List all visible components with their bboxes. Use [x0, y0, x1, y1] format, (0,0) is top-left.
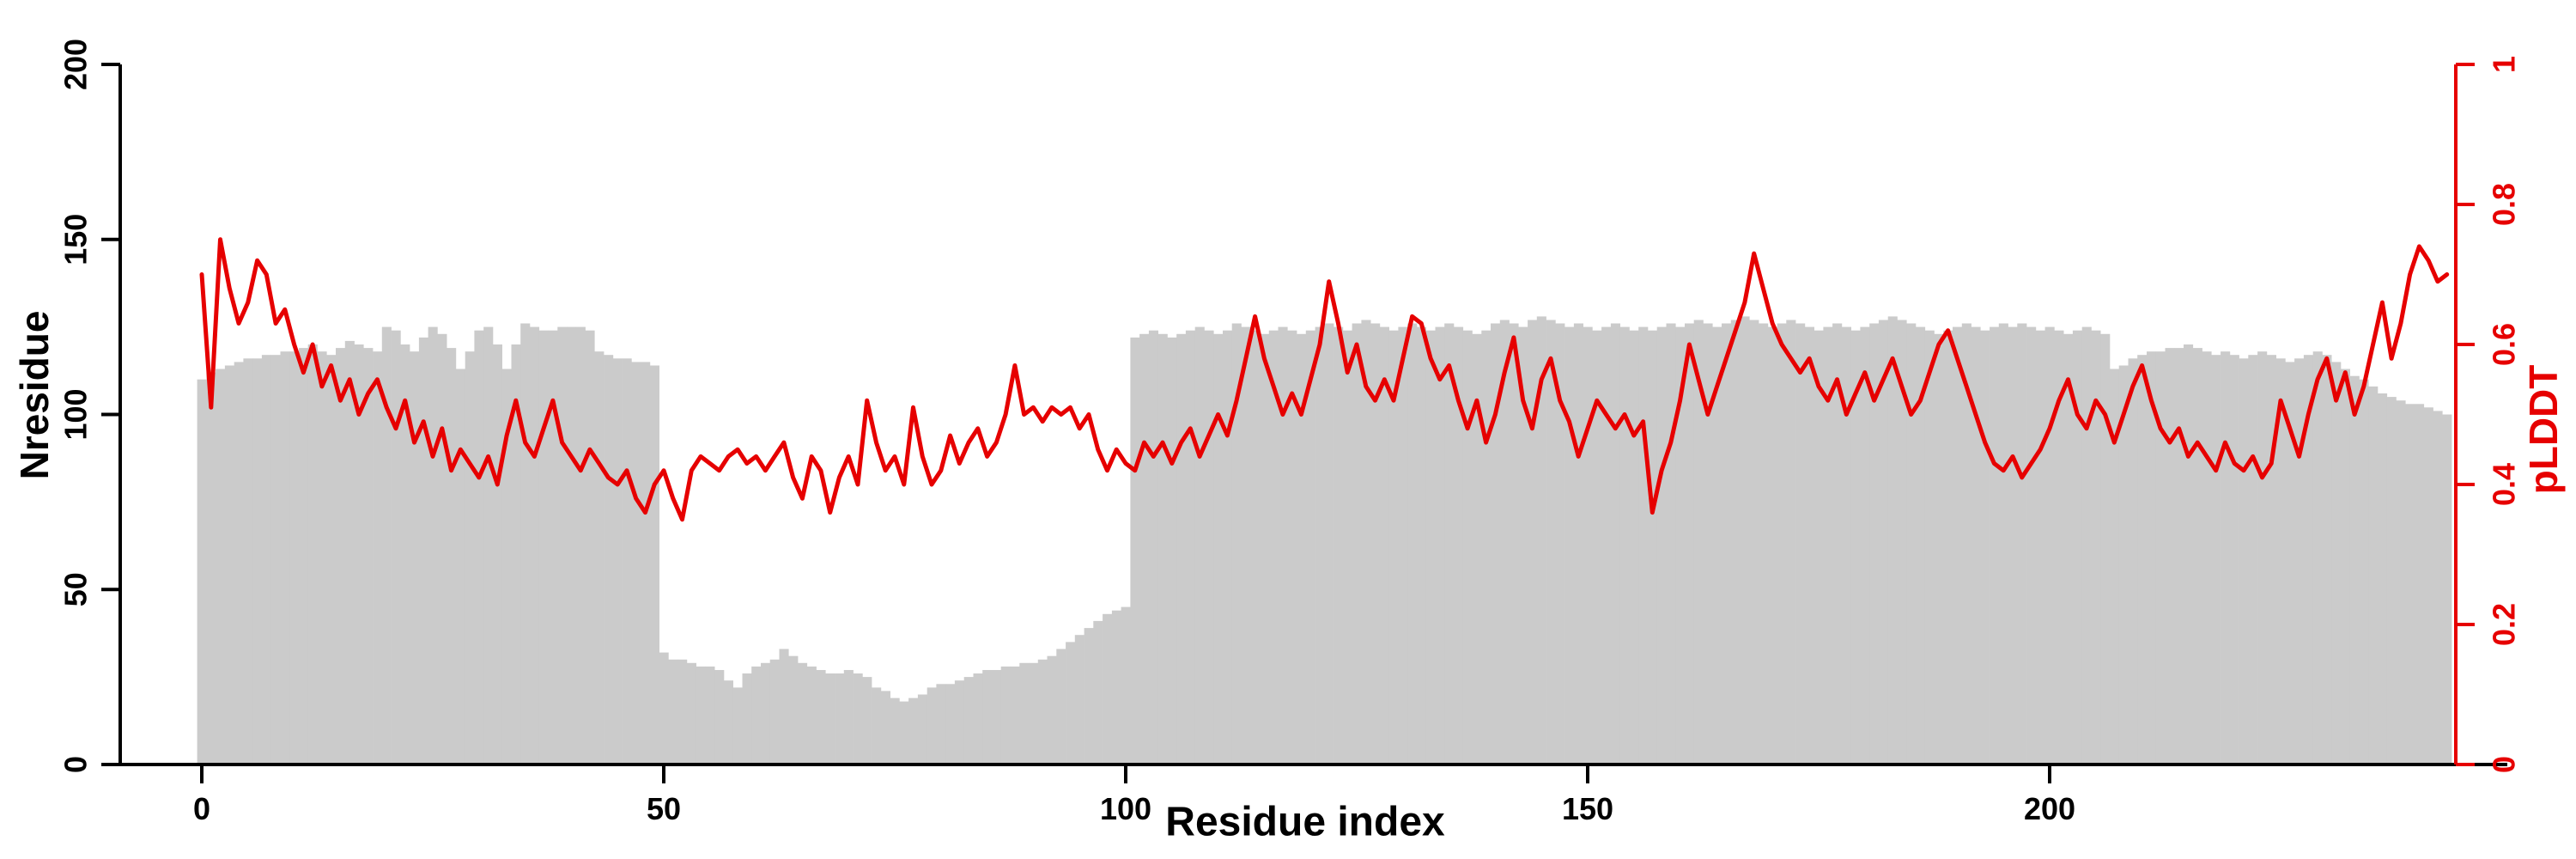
x-axis-title: Residue index — [1165, 799, 1445, 845]
right-axis-title: pLDDT — [2521, 364, 2566, 495]
svg-text:150: 150 — [58, 214, 94, 265]
svg-text:0.4: 0.4 — [2487, 463, 2522, 506]
plddt-line — [199, 237, 2450, 522]
right-tick-labels: 0 0.2 0.4 0.6 0.8 1 — [2487, 56, 2522, 773]
svg-text:200: 200 — [2024, 791, 2075, 826]
svg-text:100: 100 — [58, 388, 94, 440]
svg-text:150: 150 — [1562, 791, 1613, 826]
tick-labels: 0 50 100 150 200 0 50 100 150 200 — [58, 39, 2076, 826]
coverage-bars — [197, 316, 2452, 765]
svg-text:0: 0 — [58, 756, 94, 773]
svg-text:0.2: 0.2 — [2487, 603, 2522, 646]
left-axis-title: Nresidue — [12, 310, 57, 480]
svg-text:0: 0 — [2487, 756, 2522, 773]
right-axis — [2454, 63, 2475, 766]
left-bottom-axes — [101, 63, 2507, 783]
svg-text:0.8: 0.8 — [2487, 183, 2522, 226]
svg-text:0: 0 — [193, 791, 210, 826]
svg-text:100: 100 — [1100, 791, 1151, 826]
svg-text:200: 200 — [58, 39, 94, 90]
svg-text:0.6: 0.6 — [2487, 323, 2522, 366]
svg-text:50: 50 — [647, 791, 681, 826]
svg-text:1: 1 — [2487, 56, 2522, 73]
svg-text:50: 50 — [58, 572, 94, 606]
